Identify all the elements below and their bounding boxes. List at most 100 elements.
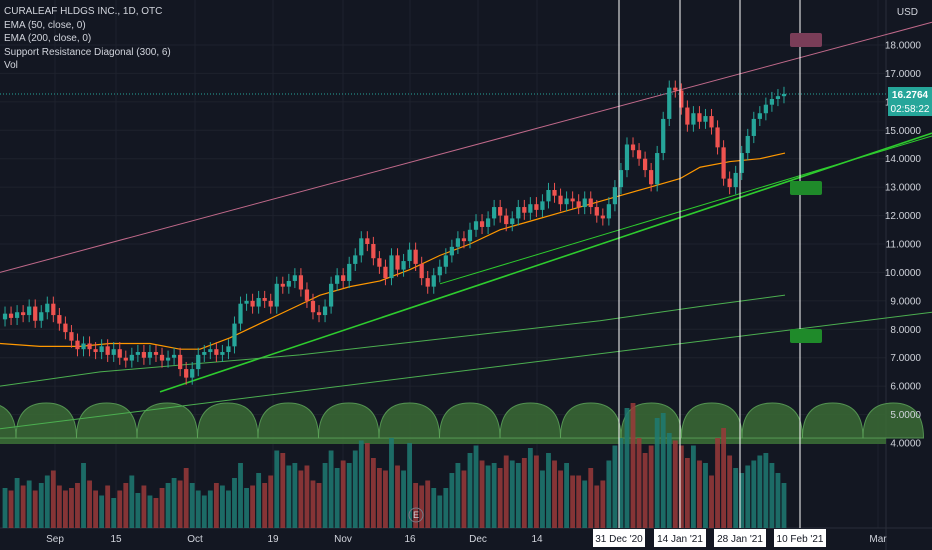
- legend-ema200[interactable]: EMA (200, close, 0): [4, 33, 92, 44]
- earnings-marker-icon[interactable]: [408, 507, 424, 523]
- volume-bar: [316, 483, 322, 528]
- volume-bar: [232, 478, 237, 528]
- arch-segment: [0, 405, 17, 439]
- candle: [479, 214, 485, 235]
- candle: [630, 137, 636, 158]
- volume-bar: [437, 495, 443, 528]
- candle-body: [618, 170, 624, 188]
- y-tick-label: 12.0000: [885, 211, 922, 222]
- candle-body: [498, 207, 503, 216]
- candle: [220, 344, 225, 362]
- candle: [564, 191, 569, 212]
- candle: [667, 80, 672, 127]
- volume-bar: [642, 453, 648, 528]
- candle-body: [715, 127, 720, 148]
- legend-ema50[interactable]: EMA (50, close, 0): [4, 19, 86, 31]
- candle-body: [600, 215, 605, 219]
- candle-body: [624, 144, 630, 171]
- volume-bar: [739, 473, 745, 528]
- candle: [226, 339, 231, 360]
- candle: [171, 347, 177, 365]
- ema50-line: [0, 152, 786, 350]
- candle: [485, 211, 491, 235]
- candle: [649, 162, 654, 192]
- volume-bar: [268, 475, 274, 528]
- volume-bar: [26, 480, 32, 528]
- date-marker-box: [774, 529, 826, 547]
- volume-bar: [479, 460, 485, 528]
- legend-symbol[interactable]: CURALEAF HLDGS INC., 1D, OTC: [4, 6, 163, 17]
- candle: [21, 305, 26, 323]
- candle-body: [69, 332, 74, 341]
- volume-bar: [44, 475, 50, 528]
- candle: [214, 342, 219, 362]
- volume-bar: [733, 468, 739, 528]
- candle: [335, 268, 340, 291]
- volume-bar: [564, 463, 570, 528]
- time-axis[interactable]: Sep 15 Oct 19 Nov 16 Dec 14 Mar 31 Dec '20 14 Jan …: [46, 529, 887, 547]
- candle: [310, 293, 316, 320]
- candle-body: [781, 93, 787, 97]
- candlesticks[interactable]: [2, 80, 787, 385]
- volume-bar: [690, 445, 696, 528]
- volume-bar: [467, 453, 473, 528]
- arch-segment: [862, 402, 925, 439]
- x-tick-label: 19: [267, 534, 279, 545]
- volume-bar: [304, 465, 310, 528]
- candle: [33, 299, 38, 328]
- volume-bar: [485, 465, 491, 528]
- volume-bar: [328, 450, 334, 528]
- volume-bar: [431, 488, 437, 528]
- x-tick-label: Sep: [46, 534, 64, 545]
- volume-bar: [159, 488, 165, 528]
- candle-body: [739, 153, 744, 173]
- volume-bar: [274, 450, 280, 528]
- candle: [528, 197, 533, 220]
- candle: [757, 106, 762, 127]
- volume-bar: [461, 470, 467, 528]
- candle-body: [757, 113, 762, 119]
- candle-body: [33, 306, 38, 321]
- candle-body: [353, 255, 358, 264]
- volume-bar: [219, 485, 225, 528]
- candle-body: [425, 278, 430, 287]
- candle: [461, 231, 467, 249]
- candle: [196, 347, 201, 377]
- candle: [739, 145, 744, 181]
- candle-body: [522, 207, 527, 213]
- candle-body: [129, 354, 134, 361]
- volume-bar: [721, 428, 727, 528]
- volume-bar: [715, 438, 720, 528]
- candle-body: [75, 340, 80, 350]
- legend-volume[interactable]: Vol: [4, 60, 18, 71]
- volume-bar: [570, 475, 576, 528]
- currency-label[interactable]: USD: [897, 7, 918, 18]
- x-tick-label: 16: [404, 534, 416, 545]
- candle-body: [570, 198, 575, 202]
- arch-segment: [680, 402, 743, 439]
- candle-body: [552, 189, 557, 196]
- trend-line-green-long: [0, 311, 932, 430]
- candle-body: [268, 300, 273, 307]
- volume-bar: [455, 463, 461, 528]
- candle: [184, 361, 189, 385]
- date-marker-box: [593, 529, 645, 547]
- candle: [341, 268, 346, 289]
- candle: [8, 306, 14, 326]
- candle: [588, 191, 593, 215]
- x-tick-label: 15: [110, 534, 122, 545]
- candle: [727, 171, 732, 195]
- volume-bar: [413, 483, 419, 528]
- last-price-value: 16.2764: [892, 90, 929, 101]
- candle: [328, 276, 334, 314]
- arch-segment: [499, 402, 562, 439]
- legend-support-resistance[interactable]: Support Resistance Diagonal (300, 6): [4, 46, 171, 58]
- candle-body: [147, 352, 153, 358]
- volume-bar: [2, 488, 8, 528]
- candle: [582, 191, 587, 215]
- candle: [510, 211, 515, 232]
- volume-bar: [93, 490, 99, 528]
- candle-body: [208, 349, 213, 353]
